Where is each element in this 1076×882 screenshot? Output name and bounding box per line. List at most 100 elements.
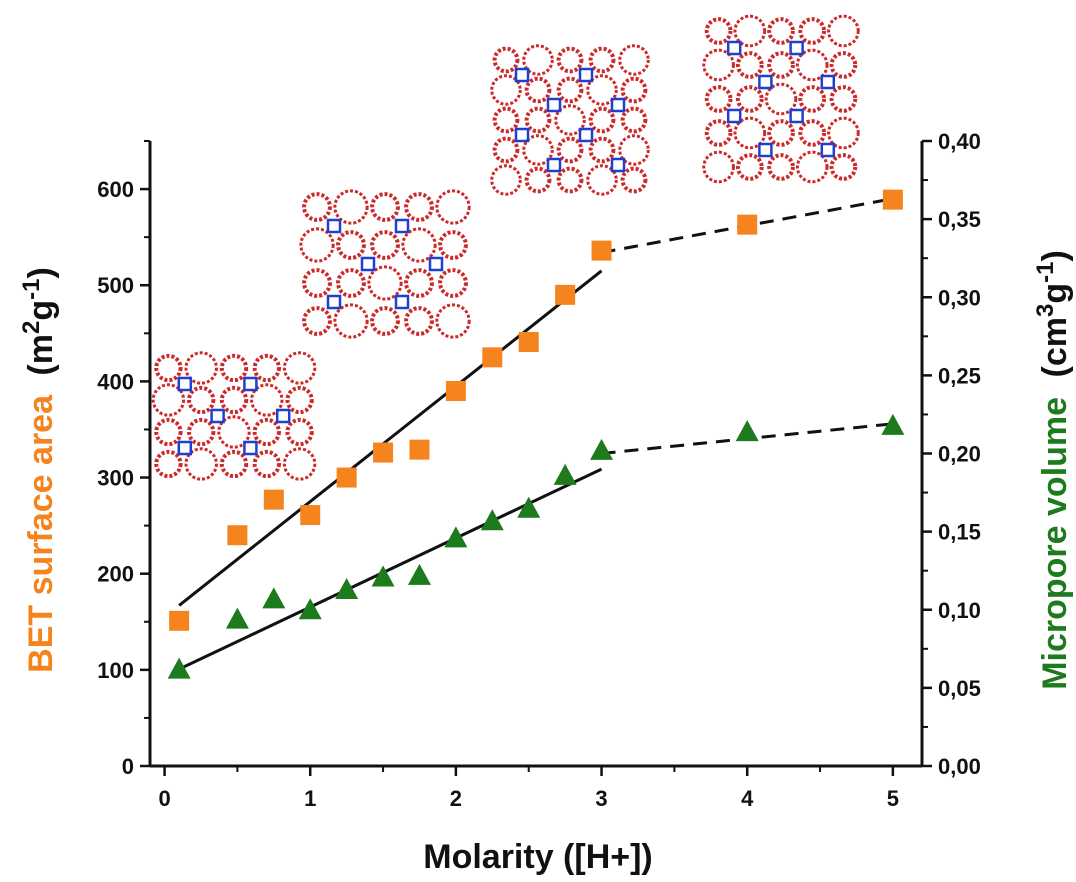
framework-ring	[490, 164, 522, 196]
framework-ring	[767, 153, 795, 181]
right-y-tick-label: 0,10	[938, 598, 981, 623]
bet-square-marker	[445, 381, 466, 401]
framework-ring	[492, 46, 520, 74]
right-axis-title-unit-close: )	[1036, 250, 1074, 261]
framework-link	[546, 157, 562, 173]
framework-structure-1	[151, 351, 317, 481]
framework-link	[326, 294, 342, 310]
framework-ring	[618, 134, 650, 166]
right-y-tick-label: 0,35	[938, 207, 981, 232]
micropore-triangle-marker	[225, 607, 249, 629]
framework-structure-2	[299, 189, 471, 339]
framework-link	[758, 74, 773, 90]
framework-ring	[336, 268, 366, 298]
framework-ring	[250, 383, 284, 417]
x-axis-title: Molarity ([H+])	[423, 838, 653, 876]
framework-link	[610, 157, 626, 173]
left-axis-title-unit-mid: g	[22, 300, 60, 321]
framework-ring	[735, 85, 764, 113]
framework-ring	[438, 230, 468, 260]
left-y-tick-label: 0	[122, 754, 134, 779]
left-axis-title-main: BET surface area	[22, 394, 60, 673]
framework-ring	[735, 153, 764, 181]
framework-ring	[767, 119, 795, 147]
framework-ring	[588, 46, 616, 74]
framework-structure-4	[702, 14, 860, 184]
framework-ring	[620, 76, 648, 104]
framework-ring	[524, 106, 552, 134]
micropore-triangle-marker	[480, 509, 504, 531]
right-y-tick-label: 0,15	[938, 520, 981, 545]
framework-ring	[370, 306, 400, 336]
framework-ring	[154, 353, 183, 383]
framework-link	[820, 74, 836, 90]
framework-ring	[620, 106, 648, 134]
bet-square-marker	[555, 284, 576, 305]
framework-ring	[492, 136, 520, 164]
framework-ring	[367, 265, 403, 301]
framework-ring	[829, 153, 858, 181]
framework-ring	[184, 447, 218, 481]
axes: 0 1 2 3 4 5 0 100 200 300 400 500 600 0,00 0,05 0,10 0,1…	[97, 129, 981, 811]
framework-ring	[154, 417, 183, 447]
framework-ring	[154, 449, 183, 479]
framework-link	[789, 108, 804, 124]
framework-ring	[524, 76, 552, 104]
framework-link	[428, 256, 444, 272]
right-axis-title-sup1: 3	[1032, 304, 1059, 317]
framework-link	[758, 142, 773, 158]
framework-ring	[522, 134, 554, 166]
framework-link	[546, 97, 562, 113]
framework-link	[243, 440, 258, 456]
x-tick-label: 3	[595, 786, 607, 811]
data-markers	[167, 189, 905, 679]
framework-link	[360, 256, 376, 272]
framework-ring	[404, 306, 434, 336]
framework-ring	[704, 85, 733, 113]
x-tick-label: 0	[158, 786, 170, 811]
right-axis-title-sup2: -1	[1032, 262, 1059, 283]
micropore-triangle-marker	[262, 587, 286, 609]
framework-ring	[798, 85, 827, 113]
bet-square-marker	[300, 505, 321, 526]
framework-ring	[556, 136, 584, 164]
axis-titles: Molarity ([H+]) BET surface area (m2g-1)…	[18, 250, 1074, 876]
framework-ring	[733, 14, 767, 48]
framework-ring	[333, 189, 369, 225]
framework-link	[578, 67, 594, 83]
framework-link	[275, 408, 291, 424]
framework-ring	[438, 268, 468, 298]
framework-ring	[404, 192, 434, 222]
right-y-tick-label: 0,30	[938, 285, 981, 310]
framework-ring	[490, 74, 522, 106]
bet-square-marker	[169, 610, 190, 631]
framework-ring	[556, 76, 584, 104]
framework-ring	[299, 227, 335, 263]
framework-ring	[404, 268, 434, 298]
framework-ring	[217, 415, 251, 449]
framework-link	[726, 40, 742, 56]
framework-ring	[524, 166, 552, 194]
micropore-triangle-marker	[881, 413, 905, 435]
bet-square-marker	[482, 347, 503, 368]
framework-ring	[618, 44, 650, 76]
right-y-tick-label: 0,05	[938, 676, 981, 701]
framework-ring	[252, 353, 281, 383]
bet-square-marker	[737, 214, 758, 235]
framework-ring	[187, 385, 216, 415]
framework-link	[610, 97, 626, 113]
framework-link	[394, 294, 410, 310]
framework-ring	[588, 106, 616, 134]
left-axis-title-unit-open: (m	[22, 334, 60, 376]
framework-ring	[554, 104, 586, 136]
micropore-triangle-marker	[590, 438, 614, 460]
right-axis-title-unit-mid: g	[1036, 283, 1074, 304]
framework-ring	[184, 351, 218, 385]
framework-ring	[620, 166, 648, 194]
x-tick-label: 2	[450, 786, 462, 811]
left-y-tick-label: 400	[97, 369, 134, 394]
framework-ring	[704, 17, 733, 45]
framework-ring	[827, 14, 860, 48]
micropore-triangle-marker	[407, 563, 431, 585]
